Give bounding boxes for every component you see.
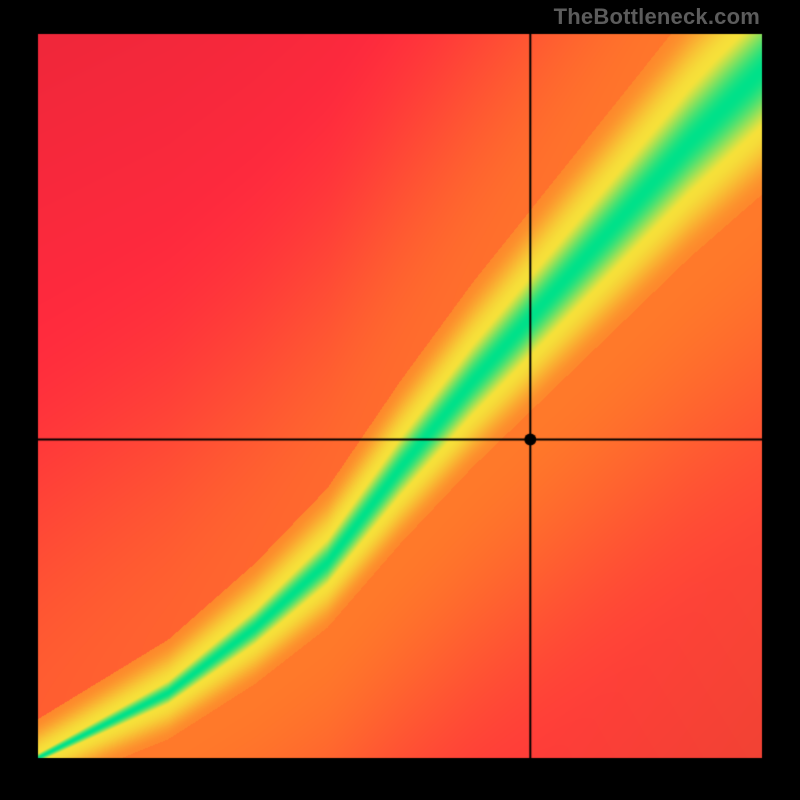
bottleneck-heatmap — [0, 0, 800, 800]
watermark-text: TheBottleneck.com — [554, 4, 760, 30]
